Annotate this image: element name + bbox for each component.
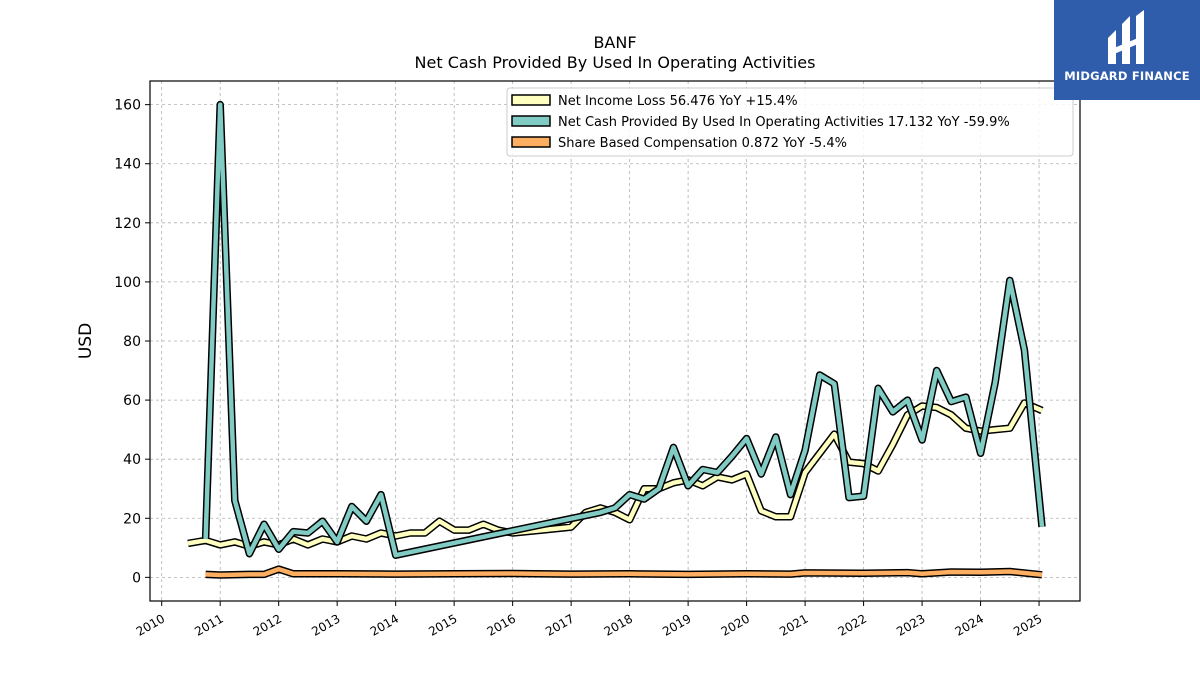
legend-swatch-net-income — [511, 94, 551, 106]
y-tick-label: 80 — [123, 334, 141, 350]
x-tick-label: 2024 — [953, 611, 986, 638]
series-share-based-comp-line — [205, 565, 1043, 579]
x-tick-label: 2011 — [192, 611, 225, 638]
x-tick-label: 2016 — [485, 611, 518, 638]
y-tick-label: 100 — [114, 275, 141, 291]
y-tick-label: 40 — [123, 452, 141, 468]
series-operating-cash-line-stroke — [203, 102, 1045, 558]
series-share-based-comp-line-stroke — [205, 566, 1043, 578]
ticks: 0 20 40 60 80 100 120 140 160 2010 2011 2012 2013 201… — [114, 98, 1044, 639]
y-tick-label: 0 — [132, 570, 141, 586]
x-tick-label: 2014 — [368, 611, 401, 638]
x-tick-label: 2018 — [602, 611, 635, 638]
series-layer — [187, 100, 1046, 579]
x-tick-label: 2010 — [134, 611, 167, 638]
series-net-income-line — [187, 399, 1044, 551]
x-tick-label: 2020 — [719, 611, 752, 638]
legend-box — [506, 87, 1074, 157]
legend-label-operating-cash: Net Cash Provided By Used In Operating A… — [558, 115, 1010, 130]
y-tick-label: 140 — [114, 157, 141, 173]
x-tick-label: 2012 — [251, 611, 284, 638]
y-tick-label: 160 — [114, 98, 141, 114]
y-axis-label: USD — [76, 323, 96, 359]
legend-swatch-share-based-comp — [511, 136, 551, 148]
series-operating-cash-line-outline — [201, 100, 1046, 559]
chart-title: BANF — [593, 33, 636, 52]
chart-subtitle: Net Cash Provided By Used In Operating A… — [415, 53, 816, 72]
grid — [150, 81, 1080, 601]
series-operating-cash-line — [201, 100, 1046, 559]
legend-label-net-income: Net Income Loss 56.476 YoY +15.4% — [558, 94, 798, 109]
y-tick-label: 60 — [123, 393, 141, 409]
x-tick-label: 2017 — [543, 611, 576, 638]
x-tick-label: 2022 — [836, 611, 869, 638]
x-tick-label: 2021 — [777, 611, 810, 638]
x-tick-label: 2015 — [426, 611, 459, 638]
x-tick-label: 2013 — [309, 611, 342, 638]
legend: Net Income Loss 56.476 YoY +15.4% Net Ca… — [506, 87, 1074, 157]
x-tick-label: 2023 — [894, 611, 927, 638]
legend-label-share-based-comp: Share Based Compensation 0.872 YoY -5.4% — [558, 136, 847, 151]
legend-swatch-operating-cash — [511, 115, 551, 127]
midgard-logo-icon — [1108, 10, 1144, 64]
y-tick-label: 20 — [123, 511, 141, 527]
x-tick-label: 2025 — [1011, 611, 1044, 638]
y-tick-label: 120 — [114, 216, 141, 232]
series-net-income-line-stroke — [187, 400, 1043, 549]
logo-text: MIDGARD FINANCE — [1064, 69, 1190, 83]
x-tick-label: 2019 — [660, 611, 693, 638]
midgard-finance-logo: MIDGARD FINANCE — [1054, 0, 1200, 100]
